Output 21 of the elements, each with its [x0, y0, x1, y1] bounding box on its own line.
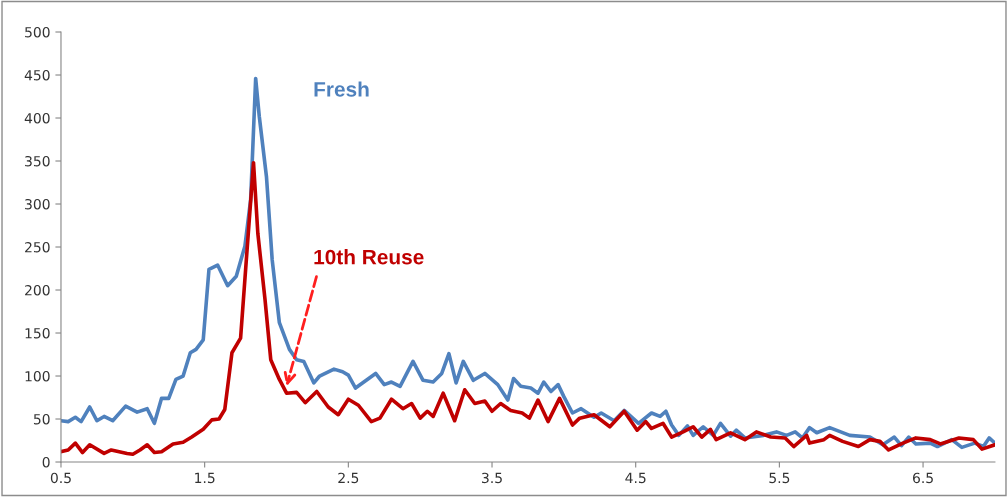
y-tick-label: 200 — [25, 284, 50, 296]
x-tick-label: 0.5 — [50, 472, 71, 484]
y-tick-label: 500 — [25, 26, 50, 38]
x-tick-label: 1.5 — [195, 472, 215, 484]
line-series — [60, 160, 995, 457]
y-tick-label: 100 — [25, 370, 50, 382]
y-tick-label: 250 — [25, 241, 50, 253]
text: Fresh — [314, 81, 369, 97]
y-tick-label: 50 — [33, 413, 50, 425]
x-tick-label: 5.5 — [769, 472, 790, 484]
y-tick-label: 450 — [24, 69, 50, 81]
y-tick-label: 0 — [42, 456, 50, 468]
y-tick-label: 150 — [25, 327, 50, 339]
y-tick-label: 400 — [24, 112, 50, 124]
y-tick-label: 350 — [25, 155, 50, 167]
x-tick-label: 6.5 — [912, 472, 933, 484]
text: 10th Reuse — [314, 249, 424, 265]
x-tick-label: 4.5 — [625, 472, 646, 484]
x-tick-label: 3.5 — [482, 472, 502, 484]
y-tick-label: 300 — [25, 198, 50, 210]
x-tick-label: 2.5 — [338, 472, 359, 484]
